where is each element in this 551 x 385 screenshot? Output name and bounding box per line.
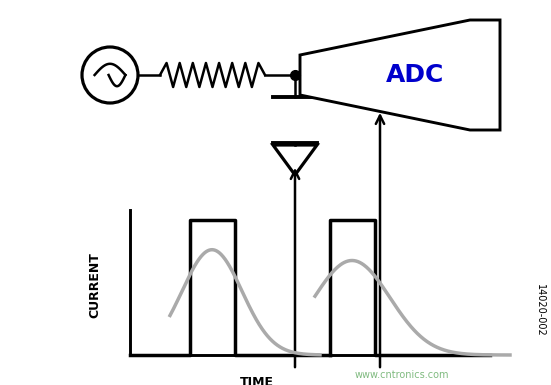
- Text: www.cntronics.com: www.cntronics.com: [355, 370, 450, 380]
- Text: 14020-002: 14020-002: [535, 284, 545, 336]
- Text: ADC: ADC: [386, 63, 444, 87]
- Text: TIME: TIME: [240, 377, 273, 385]
- Polygon shape: [300, 20, 500, 130]
- Text: CURRENT: CURRENT: [89, 252, 101, 318]
